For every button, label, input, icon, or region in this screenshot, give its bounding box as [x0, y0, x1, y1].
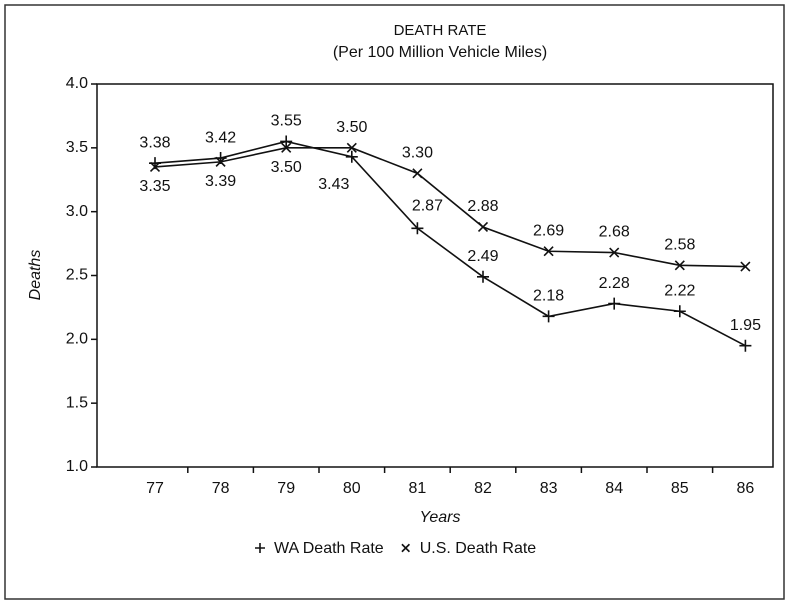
plot-area [96, 83, 774, 468]
value-label: 2.69 [533, 222, 564, 239]
point [412, 168, 423, 179]
y-tick-label: 2.0 [66, 331, 88, 348]
value-label: 2.88 [467, 198, 498, 215]
x-tick-label: 81 [409, 480, 427, 497]
value-label: 3.35 [139, 178, 170, 195]
x-tick-label: 79 [277, 480, 295, 497]
value-label: 3.50 [336, 119, 367, 136]
value-label: 2.58 [664, 237, 695, 254]
value-label: 3.42 [205, 129, 236, 146]
point [674, 260, 685, 271]
point [215, 156, 226, 167]
point [608, 297, 621, 310]
y-tick-label: 1.5 [66, 394, 88, 411]
point [411, 222, 424, 235]
value-label: 2.22 [664, 282, 695, 299]
chart-subtitle: (Per 100 Million Vehicle Miles) [333, 44, 547, 61]
value-label: 3.43 [318, 176, 349, 193]
y-axis-label: Deaths [27, 250, 44, 301]
value-label: 3.50 [271, 159, 302, 176]
value-label: 2.49 [467, 248, 498, 265]
y-tick-label: 1.0 [66, 458, 88, 475]
x-axis-label: Years [420, 509, 461, 526]
value-label: 3.38 [139, 134, 170, 151]
point [345, 150, 358, 163]
point [149, 161, 161, 173]
point [281, 142, 292, 153]
point [280, 135, 293, 148]
y-tick-label: 2.5 [66, 267, 88, 284]
y-tick-label: 3.0 [66, 203, 88, 220]
x-tick-label: 78 [212, 480, 230, 497]
legend-marker [401, 543, 411, 553]
point [477, 221, 489, 233]
point [740, 261, 751, 272]
x-tick-label: 84 [605, 480, 623, 497]
value-label: 3.55 [271, 113, 302, 130]
x-tick-label: 80 [343, 480, 361, 497]
y-tick-label: 4.0 [66, 75, 88, 92]
point [542, 310, 555, 323]
x-tick-label: 86 [737, 480, 755, 497]
value-label: 1.95 [730, 317, 761, 334]
legend-label: WA Death Rate [274, 540, 384, 557]
y-tick-label: 3.5 [66, 139, 88, 156]
value-label: 2.18 [533, 288, 564, 305]
frame [4, 4, 785, 600]
value-label: 2.68 [599, 224, 630, 241]
value-label: 2.28 [599, 275, 630, 292]
point [673, 305, 686, 318]
point [346, 142, 357, 153]
chart-title: DEATH RATE [394, 22, 487, 39]
point [609, 247, 620, 258]
value-label: 3.39 [205, 173, 236, 190]
x-tick-label: 83 [540, 480, 558, 497]
value-label: 2.87 [412, 197, 443, 214]
x-tick-label: 85 [671, 480, 689, 497]
series-line [154, 147, 746, 268]
point [543, 246, 554, 257]
series-line [154, 140, 746, 347]
point [739, 339, 752, 352]
legend-label: U.S. Death Rate [420, 540, 537, 557]
legend-marker [255, 543, 265, 553]
x-tick-label: 77 [146, 480, 164, 497]
x-tick-label: 82 [474, 480, 492, 497]
value-label: 3.30 [402, 145, 433, 162]
point [477, 270, 489, 283]
